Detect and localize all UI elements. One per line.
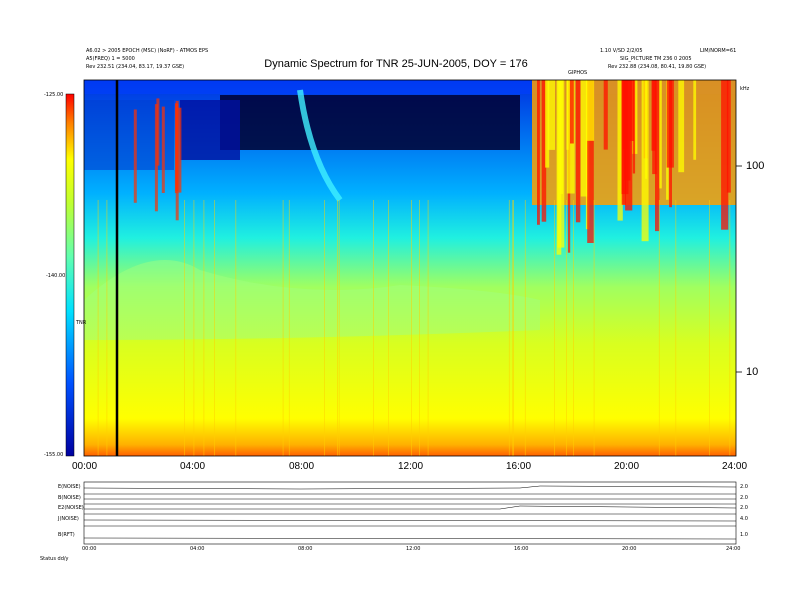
- panel-label: E(NOISE): [58, 484, 81, 490]
- x-tick-label: 16:00: [506, 461, 532, 472]
- burst-streak: [587, 80, 594, 243]
- burst-streak: [154, 104, 158, 212]
- burst-streak: [666, 80, 674, 168]
- panel-right-value: 1.0: [740, 532, 748, 538]
- header-line3-right: Rev 232.88 (234.08, 80.41, 19.80 GSE): [608, 64, 707, 70]
- x-tick-label: 12:00: [398, 461, 424, 472]
- panel-x-tick: 00:00: [82, 546, 97, 552]
- y-axis-label: TNR: [76, 320, 87, 326]
- header-line1-right: 1.10 V/SD 2/2/05: [600, 48, 643, 54]
- panel-right-value: 4.0: [740, 516, 748, 522]
- colorbar-tick: -125.00: [44, 92, 64, 98]
- panel-label: B(RFT): [58, 532, 75, 538]
- plot-frame: [83, 79, 737, 457]
- y-tick-label: 10: [746, 366, 759, 378]
- header-line3-left: Rev 232.51 (234.04, 83.17, 19.37 GSE): [86, 64, 185, 70]
- burst-streak: [617, 80, 623, 221]
- burst-streak: [641, 80, 649, 242]
- header-line1-left: A6.02 > 2005 EPOCH (MSC) (NoRF) - ATMOS …: [86, 48, 209, 54]
- panel-x-tick: 16:00: [514, 546, 529, 552]
- panel-label: E2(NOISE): [58, 505, 84, 511]
- burst-streak: [586, 80, 595, 141]
- burst-streak: [629, 80, 634, 141]
- burst-streak: [557, 80, 565, 248]
- burst-streak: [678, 80, 685, 173]
- burst-layer: [97, 80, 731, 456]
- burst-streak: [133, 109, 137, 203]
- chart-title: Dynamic Spectrum for TNR 25-JUN-2005, DO…: [264, 58, 528, 70]
- burst-streak: [541, 80, 547, 222]
- burst-streak: [545, 80, 550, 168]
- footer-status: Status dd/y: [40, 556, 69, 562]
- burst-streak: [570, 80, 574, 144]
- burst-streak: [566, 80, 569, 150]
- x-tick-label: 08:00: [289, 461, 315, 472]
- colorbar-tick: -140.00: [46, 273, 66, 279]
- header-line2-right: SIG_PICTURE TM 236 0 2005: [620, 56, 692, 62]
- x-tick-label: 24:00: [722, 461, 748, 472]
- burst-streak: [175, 100, 179, 221]
- x-tick-label: 04:00: [180, 461, 206, 472]
- burst-streak: [655, 80, 660, 232]
- header-line1-right2: LIM/NORM=61: [700, 48, 737, 54]
- header-line2-left: A5(FREQ) 1 = 5000: [86, 56, 135, 62]
- burst-streak: [603, 80, 608, 150]
- panel-x-tick: 12:00: [406, 546, 421, 552]
- panel-label: J(NOISE): [58, 516, 79, 522]
- heatmap-area: [84, 80, 736, 456]
- burst-streak: [547, 80, 555, 150]
- burst-streak: [659, 80, 662, 189]
- burst-streak: [580, 80, 588, 197]
- panel-x-tick: 24:00: [726, 546, 741, 552]
- panel-right-value: 2.0: [740, 495, 748, 501]
- burst-streak: [726, 80, 731, 193]
- burst-streak: [178, 107, 182, 193]
- panel-x-tick: 08:00: [298, 546, 313, 552]
- burst-streak: [621, 80, 626, 205]
- burst-streak: [161, 106, 165, 193]
- panel-label: B(NOISE): [58, 495, 81, 501]
- x-tick-label: 00:00: [72, 461, 98, 472]
- colorbar-tick: -155.00: [44, 452, 64, 458]
- y-tick-label: 100: [746, 160, 765, 172]
- burst-streak: [693, 80, 697, 160]
- burst-streak: [537, 80, 540, 225]
- panel-area: [83, 481, 737, 545]
- x-tick-label: 20:00: [614, 461, 640, 472]
- panel-right-value: 2.0: [740, 505, 748, 511]
- units-label: kHz: [740, 86, 750, 92]
- panel-x-tick: 20:00: [622, 546, 637, 552]
- burst-streak: [721, 80, 729, 230]
- panel-x-tick: 04:00: [190, 546, 205, 552]
- giphos-label: GIPHOS: [568, 70, 588, 76]
- colorbar: [65, 93, 75, 457]
- panel-right-value: 2.0: [740, 484, 748, 490]
- burst-streak: [624, 80, 631, 181]
- burst-streak: [575, 80, 581, 223]
- burst-streak: [651, 80, 657, 151]
